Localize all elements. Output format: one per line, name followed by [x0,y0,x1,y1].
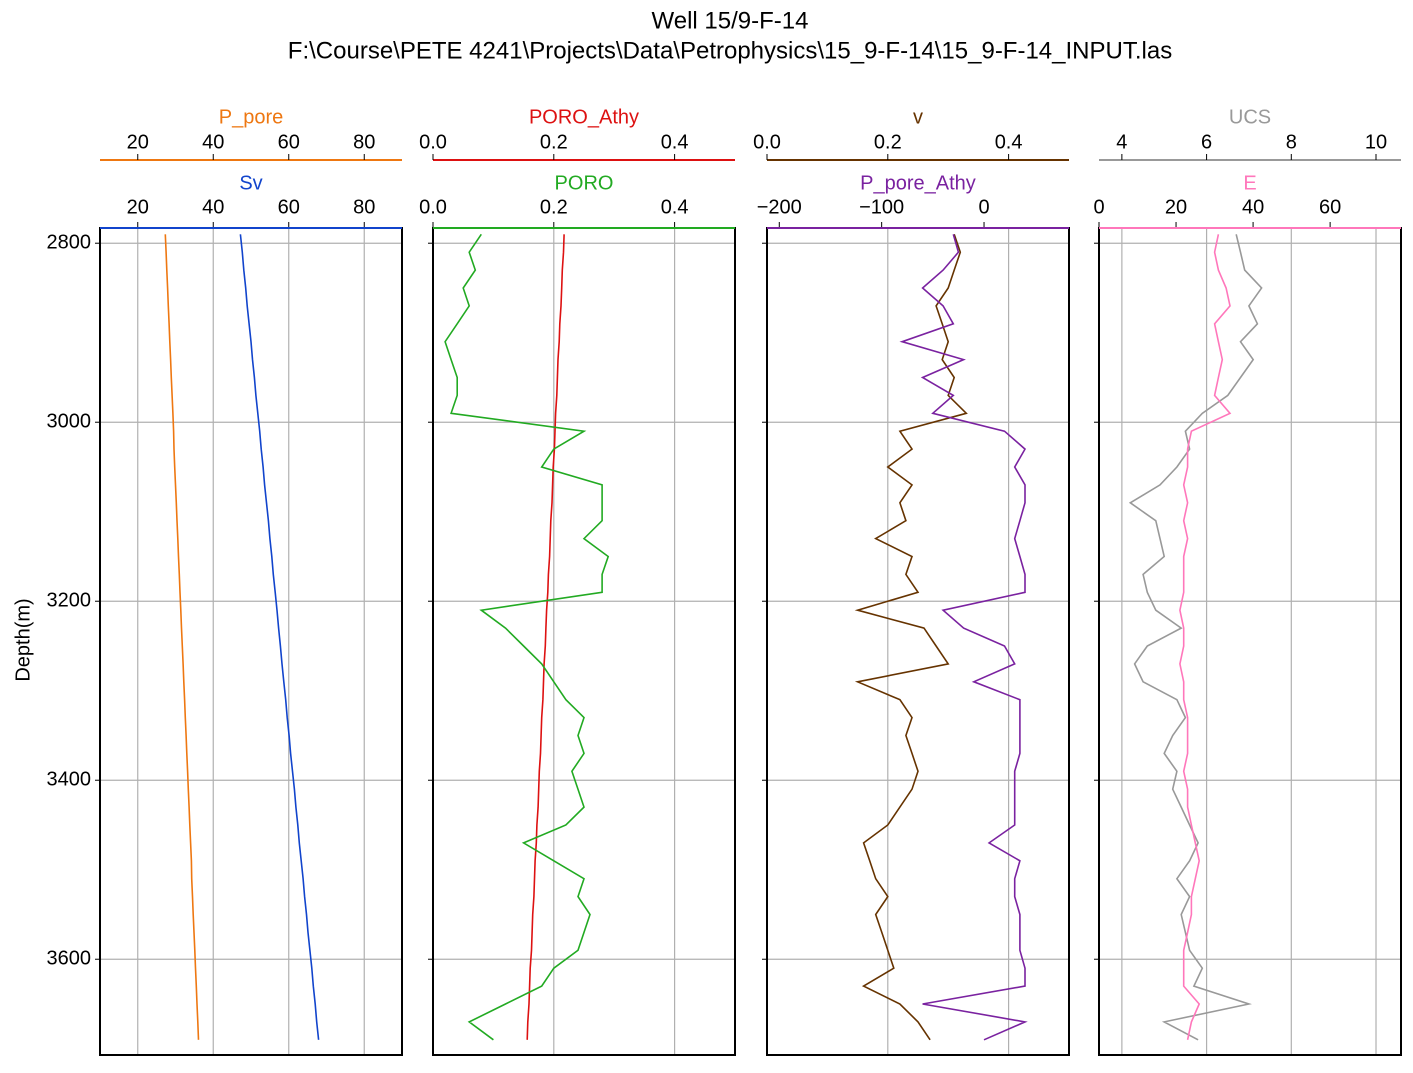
x-tick-label: 20 [1165,196,1187,218]
y-tick-label: 3200 [47,590,92,612]
x-tick-label: 40 [202,196,224,218]
x-tick-label: 80 [353,131,375,153]
y-axis-label: Depth(m) [12,598,34,681]
curve [526,234,565,1040]
curve [239,234,320,1040]
axis-title: PORO_Athy [529,106,639,128]
x-tick-label: −100 [859,196,904,218]
chart-subtitle: F:\Course\PETE 4241\Projects\Data\Petrop… [288,37,1172,64]
x-tick-label: 8 [1286,131,1297,153]
curve [1128,234,1263,1041]
axis-title: E [1243,172,1256,194]
x-tick-label: 60 [278,196,300,218]
x-tick-label: 60 [1319,196,1341,218]
x-tick-label: 0.4 [995,131,1023,153]
x-tick-label: 0.0 [419,196,447,218]
x-tick-label: 0 [1093,196,1104,218]
axis-title: UCS [1229,106,1271,128]
x-tick-label: 0.2 [540,196,568,218]
x-tick-label: 40 [202,131,224,153]
axis-title: P_pore_Athy [860,172,976,194]
track-frame [99,227,403,1056]
x-tick-label: 0.0 [753,131,781,153]
y-tick-label: 3600 [47,948,92,970]
curve [444,233,610,1041]
x-tick-label: 0 [978,196,989,218]
y-tick-label: 2800 [47,231,92,253]
curve [164,234,200,1040]
curve [1179,234,1232,1040]
axis-title: Sv [239,172,262,194]
x-tick-label: 0.4 [661,131,689,153]
x-tick-label: 40 [1242,196,1264,218]
x-tick-label: 0.4 [661,196,689,218]
axis-title: P_pore [219,106,284,128]
axis-title: PORO [555,172,614,194]
x-tick-label: 20 [127,131,149,153]
track-frame [1098,227,1402,1056]
x-tick-label: −200 [757,196,802,218]
y-tick-label: 3000 [47,411,92,433]
curve [854,234,968,1041]
y-tick-label: 3400 [47,769,92,791]
x-tick-label: 6 [1201,131,1212,153]
x-tick-label: 0.0 [419,131,447,153]
x-tick-label: 0.2 [874,131,902,153]
chart-title: Well 15/9-F-14 [652,7,809,34]
x-tick-label: 60 [278,131,300,153]
curve [899,234,1028,1041]
axis-title: v [913,106,923,128]
x-tick-label: 4 [1116,131,1127,153]
track-frame [766,227,1070,1056]
x-tick-label: 10 [1365,131,1387,153]
x-tick-label: 20 [127,196,149,218]
x-tick-label: 0.2 [540,131,568,153]
x-tick-label: 80 [353,196,375,218]
